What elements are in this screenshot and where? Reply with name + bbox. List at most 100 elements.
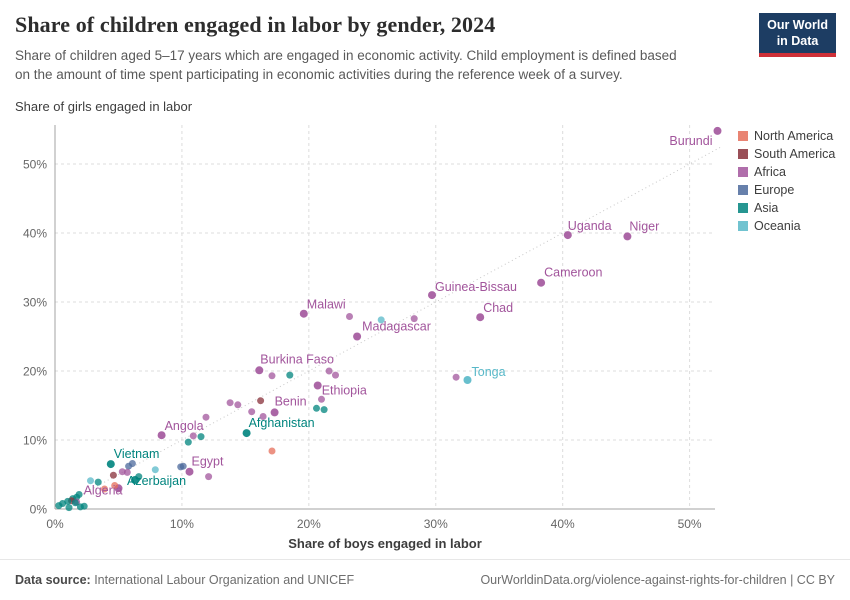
data-point-ethiopia[interactable] (313, 381, 322, 390)
legend-item-africa[interactable]: Africa (738, 163, 835, 181)
data-point[interactable] (189, 432, 197, 440)
attribution-link[interactable]: OurWorldinData.org/violence-against-righ… (480, 573, 835, 587)
data-point[interactable] (109, 471, 117, 479)
data-source: Data source: International Labour Organi… (15, 573, 354, 587)
x-axis-title: Share of boys engaged in labor (288, 536, 482, 551)
data-point[interactable] (259, 413, 267, 420)
country-label-afghanistan[interactable]: Afghanistan (249, 416, 315, 430)
chart-footer: Data source: International Labour Organi… (0, 559, 850, 600)
data-point-burkina-faso[interactable] (255, 366, 264, 375)
data-point[interactable] (325, 367, 333, 375)
y-axis-title: Share of girls engaged in labor (15, 99, 193, 114)
data-point[interactable] (87, 477, 94, 485)
data-point[interactable] (377, 316, 385, 324)
data-point-egypt[interactable] (185, 467, 194, 476)
data-point-cameroon[interactable] (537, 278, 546, 287)
data-point[interactable] (286, 371, 294, 379)
scatter-plot: 0% 10% 20% 30% 40% 50% 0% 10% 20% 30% 40% 50% Share … (23, 125, 722, 551)
continent-legend: North America South America Africa Europe As… (738, 127, 835, 235)
country-label-benin[interactable]: Benin (275, 394, 307, 408)
country-label-chad[interactable]: Chad (483, 301, 513, 315)
x-tick-label: 40% (551, 517, 575, 531)
data-point[interactable] (346, 313, 353, 320)
legend-swatch (738, 131, 748, 141)
legend-label: Oceania (754, 219, 801, 233)
data-point-tonga[interactable] (463, 376, 472, 384)
legend-item-oceania[interactable]: Oceania (738, 217, 835, 235)
country-label-burkina-faso[interactable]: Burkina Faso (260, 352, 334, 366)
legend-item-north-america[interactable]: North America (738, 127, 835, 145)
country-label-angola[interactable]: Angola (165, 419, 204, 433)
data-point[interactable] (318, 395, 325, 403)
country-label-burundi[interactable]: Burundi (669, 134, 712, 148)
data-point-uganda[interactable] (563, 231, 572, 240)
data-point-benin[interactable] (270, 408, 279, 417)
data-point[interactable] (101, 485, 108, 493)
data-point-niger[interactable] (623, 232, 632, 241)
data-point-afghanistan[interactable] (242, 429, 251, 438)
data-point-malawi[interactable] (299, 309, 308, 318)
legend-swatch (738, 185, 748, 195)
data-point-madagascar[interactable] (353, 332, 362, 341)
country-label-madagascar[interactable]: Madagascar (362, 320, 431, 334)
country-label-egypt[interactable]: Egypt (192, 455, 224, 469)
data-source-value: International Labour Organization and UN… (90, 573, 355, 587)
legend-item-europe[interactable]: Europe (738, 181, 835, 199)
data-point[interactable] (179, 462, 187, 470)
country-label-tonga[interactable]: Tonga (472, 365, 506, 379)
data-point[interactable] (257, 397, 265, 405)
data-point[interactable] (452, 373, 460, 381)
y-tick-label: 0% (30, 503, 48, 517)
country-label-malawi[interactable]: Malawi (307, 298, 346, 312)
country-label-ethiopia[interactable]: Ethiopia (322, 384, 367, 398)
data-point-vietnam[interactable] (106, 460, 115, 469)
data-point[interactable] (125, 462, 133, 470)
country-label-algeria[interactable]: Algeria (84, 483, 123, 497)
data-point[interactable] (55, 502, 63, 510)
data-point[interactable] (248, 408, 256, 416)
x-tick-label: 20% (297, 517, 321, 531)
data-point[interactable] (205, 473, 213, 481)
country-label-guinea-bissau[interactable]: Guinea-Bissau (435, 280, 517, 294)
data-point[interactable] (268, 372, 276, 380)
data-point-burundi[interactable] (713, 126, 722, 135)
country-label-cameroon[interactable]: Cameroon (544, 266, 602, 280)
data-point[interactable] (71, 499, 79, 507)
data-point[interactable] (320, 406, 328, 414)
data-point-chad[interactable] (476, 313, 485, 322)
data-point[interactable] (234, 401, 242, 409)
legend-label: Africa (754, 165, 786, 179)
owid-logo-line-2: in Data (776, 33, 819, 48)
data-point[interactable] (226, 399, 234, 407)
legend-item-asia[interactable]: Asia (738, 199, 835, 217)
data-point[interactable] (65, 504, 73, 512)
data-point[interactable] (410, 315, 418, 323)
country-label-niger[interactable]: Niger (629, 219, 659, 233)
x-tick-label: 10% (170, 517, 194, 531)
data-point[interactable] (197, 433, 205, 441)
data-point[interactable] (332, 371, 339, 379)
data-point-angola[interactable] (157, 431, 166, 440)
data-point[interactable] (111, 482, 119, 489)
data-point[interactable] (94, 478, 102, 486)
data-point-guinea-bissau[interactable] (428, 291, 436, 300)
owid-logo[interactable]: Our World in Data (759, 13, 836, 58)
data-point[interactable] (123, 468, 131, 476)
legend-label: South America (754, 147, 836, 161)
legend-item-south-america[interactable]: South America (738, 145, 835, 163)
legend-swatch (738, 149, 748, 159)
data-point[interactable] (268, 447, 276, 455)
country-label-azerbaijan[interactable]: Azerbaijan (127, 474, 186, 488)
data-point[interactable] (202, 413, 210, 421)
data-point[interactable] (151, 466, 159, 474)
country-label-uganda[interactable]: Uganda (568, 219, 612, 233)
legend-swatch (738, 203, 748, 213)
y-tick-label: 30% (23, 296, 47, 310)
data-point[interactable] (313, 404, 320, 412)
country-label-vietnam[interactable]: Vietnam (114, 447, 160, 461)
data-point[interactable] (184, 438, 192, 446)
data-point[interactable] (76, 503, 84, 511)
chart-header: Share of children engaged in labor by ge… (15, 12, 765, 85)
data-point[interactable] (135, 473, 143, 481)
subtitle-line-1: Share of children aged 5–17 years which … (15, 48, 677, 63)
